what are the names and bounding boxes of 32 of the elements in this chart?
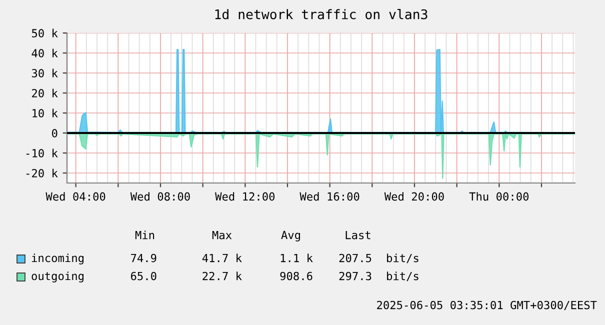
text: 207.5 [339,254,372,262]
text: 74.9 [130,254,156,262]
x-tick-label: Wed 12:00 [215,192,275,201]
legend-label: incoming [32,254,84,264]
text: 2025-06-05 03:35:01 GMT+0300/EEST [377,300,597,310]
y-tick-label: 0 [52,129,58,138]
y-tick-label: 20 k [32,88,58,98]
text: Max [212,230,232,240]
y-tick-label: 50 k [32,28,58,38]
text: 22.7 k [202,272,242,280]
x-tick-label: Wed 20:00 [384,192,444,201]
y-tick-label: 40 k [32,48,58,58]
x-tick-label: Wed 08:00 [130,192,190,201]
legend-label: outgoing [32,272,84,282]
x-tick-label: Wed 16:00 [300,192,360,201]
text: 297.3 [339,272,372,280]
text: 41.7 k [202,254,242,262]
text: 908.6 [280,272,312,280]
chart-title: 1d network traffic on vlan3 [215,9,428,20]
text: bit/s [387,272,418,282]
text: Min [135,230,154,240]
text: Last [346,230,370,240]
text: Avg [281,230,300,242]
y-tick-label: -20 k [26,168,58,178]
y-tick-label: 10 k [32,108,58,118]
x-tick-label: Thu 00:00 [469,192,529,201]
text: bit/s [387,254,418,264]
x-tick-label: Wed 04:00 [46,192,106,201]
y-tick-label: 30 k [32,68,58,78]
text: 65.0 [130,272,156,280]
text: 1.1 k [280,254,313,262]
y-tick-label: -10 k [26,148,58,158]
